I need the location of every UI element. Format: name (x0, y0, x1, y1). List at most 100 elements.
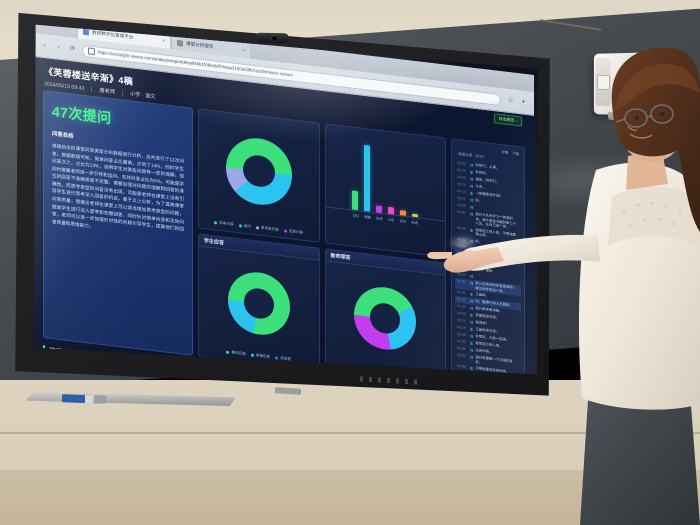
legend-item[interactable]: 简单问答 (214, 220, 234, 227)
transcript-text: 好。 (475, 239, 483, 244)
transcript-speaker: 师 (470, 198, 474, 203)
bar-column[interactable] (364, 145, 371, 212)
reload-icon[interactable]: ⟳ (69, 45, 76, 53)
bar-category-label: 创造 (411, 220, 419, 226)
transcript-speaker: 师 (470, 334, 474, 340)
floor (0, 470, 700, 525)
transcript-speaker: 师 (470, 205, 474, 210)
legend-label: 追问 (243, 223, 251, 229)
transcript-speaker: 师 (470, 274, 474, 279)
chart-question-type: 简单问答 追问 思考类问答无效问答 (198, 108, 320, 243)
transcript-speaker: 师 (470, 246, 474, 251)
bar-column[interactable] (352, 190, 359, 211)
lock-icon (88, 47, 95, 56)
transcript-speaker: 师 (470, 239, 474, 244)
close-icon[interactable]: × (242, 47, 245, 54)
legend-item[interactable]: 单独应答 (250, 353, 271, 360)
transcript-speaker: 师 (470, 320, 474, 326)
transcript-speaker: 师 (470, 184, 474, 189)
chart-student-response: 学生应答 集体应答 单独应答 无应答 (198, 233, 320, 371)
favicon-icon (177, 39, 183, 47)
report-date: 2024/05/15 09:43 (44, 80, 85, 92)
chart-area (326, 261, 446, 373)
board-sticker (61, 394, 107, 404)
forward-icon[interactable]: › (57, 43, 60, 52)
transcript-list[interactable]: 00:02 师同学们，上课。 00:05 生老师好。 00:08 师请坐，同学们。 00:1… (455, 160, 521, 374)
transcript-speaker: 生 (470, 228, 474, 233)
panel-title: 学生应答 (204, 238, 225, 247)
panel-title: 教师理答 (330, 252, 351, 262)
donut-chart[interactable] (227, 268, 290, 339)
tab-title: 课堂分析报告 (186, 40, 214, 49)
transcript-timestamp: 01:30 (457, 278, 466, 284)
legend-item[interactable]: 无效问答 (283, 228, 304, 235)
transcript-speaker: 生 (470, 260, 474, 265)
transcript-speaker: 师 (470, 177, 474, 182)
transcript-text: 今天。 (475, 184, 486, 190)
donut-chart[interactable] (225, 134, 292, 208)
transcript-panel[interactable]: 字幕 下载 课堂实录（全文） 00:02 师同学们，上课。 00:05 生老师好。 00… (451, 138, 525, 375)
legend-color-dot (275, 356, 279, 360)
transcript-speaker: 师 (470, 281, 474, 286)
transcript-timestamp: 00:30 (457, 209, 466, 215)
bar-category-label: 理解 (364, 214, 371, 220)
charts-column: 简单问答 追问 思考类问答 无效问答 记忆 理解 应用 分析 评价 创造 学生应答 (198, 108, 446, 375)
transcript-speaker: 师 (470, 163, 474, 168)
legend-label: 思考类问答 (260, 225, 279, 232)
transcript-speaker: 生 (470, 341, 474, 347)
legend-color-dot (238, 224, 242, 228)
legend-item[interactable]: 思考类问答 (255, 225, 279, 233)
chalk-smudge-2 (555, 210, 675, 260)
wall-speaker-label (597, 75, 610, 90)
transcript-speaker: 师 (470, 267, 474, 272)
legend-color-dot (214, 221, 218, 225)
legend-color-dot (226, 350, 230, 355)
bar-category-label: 分析 (387, 217, 395, 223)
bar-chart[interactable] (326, 124, 446, 220)
divider (91, 86, 93, 93)
transcript-timestamp: 02:52 (457, 353, 466, 359)
legend-color-dot (283, 229, 287, 233)
transcript-speaker: 师 (470, 355, 474, 361)
transcript-speaker: 生 (470, 327, 474, 333)
chart-area (199, 109, 319, 230)
legend-label: 无效问答 (288, 229, 304, 235)
report-teacher: 唐老师 (99, 87, 115, 96)
transcript-speaker: 生 (470, 170, 474, 175)
download-button[interactable]: 下载 (512, 151, 519, 157)
close-icon[interactable]: × (162, 37, 165, 44)
bar (364, 145, 371, 212)
bar-label-item: 评价 (400, 218, 407, 224)
bar-category-label: 评价 (399, 219, 407, 224)
bar-label-item: 分析 (388, 217, 395, 223)
report-meta: 小学 · 语文 (129, 91, 156, 101)
legend-item[interactable]: 追问 (238, 223, 251, 229)
summary-body: 根据给出的课堂问答类型分布数据进行分析，总共进行了12次问答。根据数据可知，简单… (52, 143, 184, 232)
transcript-speaker: 师 (470, 212, 474, 217)
donut-chart[interactable] (354, 283, 417, 354)
summary-column: 47次提问 问答总结 根据给出的课堂问答类型分布数据进行分析，总共进行了12次问… (43, 90, 193, 356)
board-camera-lens (272, 36, 277, 41)
summary-card: 47次提问 问答总结 根据给出的课堂问答类型分布数据进行分析，总共进行了12次问… (43, 90, 193, 356)
transcript-speaker: 生 (470, 313, 474, 319)
transcript-speaker: 生 (470, 292, 474, 298)
transcript-timestamp: 00:44 (457, 225, 466, 231)
legend-item[interactable]: 集体应答 (226, 350, 246, 357)
bar-category-label: 记忆 (352, 213, 360, 219)
legend-label: 单独应答 (255, 353, 271, 359)
subtitle-button[interactable]: 字幕 (501, 150, 509, 155)
bar (352, 190, 359, 211)
transcript-speaker: 师 (470, 306, 474, 312)
bar-label-item: 记忆 (352, 213, 359, 219)
chart-area (199, 246, 319, 358)
transcript-speaker: 师 (470, 299, 474, 305)
legend-label: 集体应答 (231, 350, 246, 356)
bar-label-item: 理解 (364, 214, 371, 220)
divider (121, 89, 123, 96)
transcript-text: 好。 (475, 198, 483, 203)
wall-seam (0, 432, 700, 434)
wall-speaker-mount (608, 112, 634, 120)
back-icon[interactable]: ‹ (43, 42, 46, 50)
transcript-column: 字幕 下载 课堂实录（全文） 00:02 师同学们，上课。 00:05 生老师好。 00… (451, 138, 525, 375)
